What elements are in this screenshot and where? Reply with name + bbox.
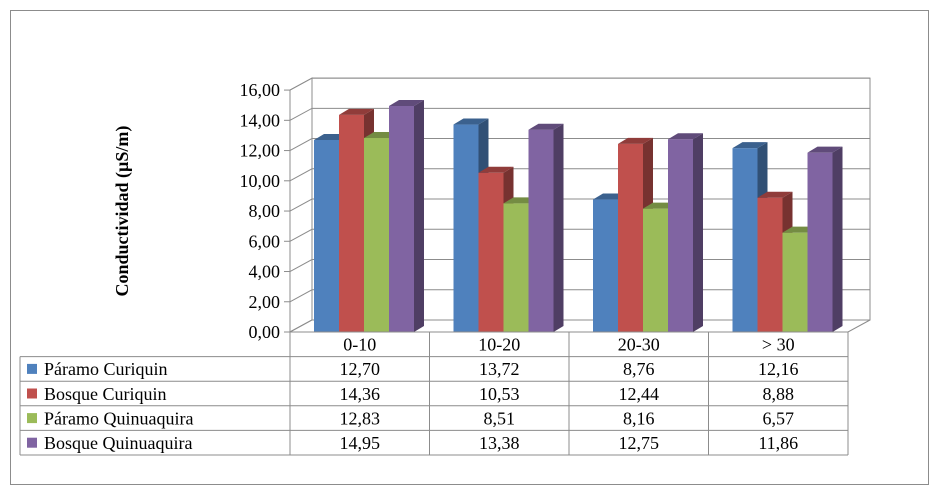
bar-front — [618, 143, 643, 332]
legend-key — [27, 413, 37, 424]
y-tick-label: 4,00 — [249, 262, 281, 282]
data-label: 12,70 — [340, 359, 381, 379]
y-tick-label: 14,00 — [240, 110, 281, 130]
data-label: 12,83 — [340, 408, 381, 428]
bar-front — [364, 138, 389, 332]
y-tick-label: 0,00 — [249, 322, 281, 342]
bar-front — [339, 114, 364, 332]
legend-label: Páramo Quinuaquira — [44, 408, 193, 428]
bar-top — [732, 142, 768, 149]
bar-top — [528, 123, 564, 130]
bar — [389, 99, 424, 333]
y-axis-title: Conductividad (µS/m) — [112, 126, 133, 297]
bar — [528, 123, 564, 332]
legend-key — [27, 363, 37, 374]
bar-side — [693, 133, 703, 332]
legend-label: Bosque Curiquin — [44, 384, 167, 404]
bar — [668, 133, 703, 332]
bar-front — [732, 148, 758, 332]
data-label: 11,86 — [758, 433, 798, 453]
bar-front — [807, 152, 833, 332]
data-label: 8,88 — [763, 384, 795, 404]
legend-label: Páramo Curiquin — [44, 359, 168, 379]
y-tick-label: 2,00 — [249, 292, 281, 312]
bar-front — [389, 105, 414, 333]
data-label: 13,38 — [479, 433, 520, 453]
bar-top — [453, 118, 489, 125]
y-tick-label: 10,00 — [240, 171, 281, 191]
bar-top — [339, 108, 374, 115]
legend-key — [27, 437, 37, 448]
data-label: 10,53 — [479, 384, 520, 404]
gridline — [289, 77, 870, 91]
data-label: 12,44 — [619, 384, 660, 404]
bar-top — [757, 191, 793, 198]
data-table: 0-10 10-20 20-30 > 30 Páramo Curiquin 12,70 13… — [19, 331, 849, 456]
bar-front — [782, 232, 808, 332]
y-tick-label: 8,00 — [249, 201, 281, 221]
data-label: 8,51 — [484, 408, 516, 428]
bar-front — [643, 208, 668, 332]
bar-top — [389, 99, 424, 106]
data-label: 12,75 — [619, 433, 660, 453]
y-tick-label: 6,00 — [249, 231, 281, 251]
data-label: 8,16 — [623, 408, 655, 428]
bar-side — [414, 99, 424, 333]
legend-key — [27, 388, 37, 399]
data-label: 8,76 — [623, 359, 655, 379]
bar-top — [668, 133, 703, 140]
bar-front — [314, 139, 339, 332]
bars — [314, 99, 843, 333]
x-category-label: > 30 — [762, 335, 795, 355]
data-label: 13,72 — [479, 359, 520, 379]
data-label: 12,16 — [758, 359, 799, 379]
x-category-label: 20-30 — [618, 335, 660, 355]
legend-label: Bosque Quinuaquira — [44, 433, 192, 453]
bar-side — [832, 146, 843, 332]
bar-front — [478, 172, 504, 332]
bar-front — [453, 124, 479, 333]
y-tick-label: 16,00 — [240, 80, 281, 100]
bar-front — [503, 203, 529, 332]
data-label: 14,36 — [340, 384, 381, 404]
x-category-label: 10-20 — [478, 335, 520, 355]
bar-front — [668, 139, 693, 332]
bar-side — [553, 123, 564, 332]
data-label: 14,95 — [340, 433, 381, 453]
bar-front — [528, 129, 554, 332]
bar-top — [618, 137, 653, 144]
bar — [757, 191, 793, 332]
bar-top — [807, 146, 843, 153]
bar-top — [478, 166, 514, 173]
bar — [807, 146, 843, 332]
y-tick-label: 12,00 — [240, 141, 281, 161]
bar-front — [757, 197, 783, 332]
gridline — [289, 107, 870, 121]
data-label: 6,57 — [763, 408, 795, 428]
x-category-label: 0-10 — [343, 335, 376, 355]
bar-front — [593, 199, 618, 332]
